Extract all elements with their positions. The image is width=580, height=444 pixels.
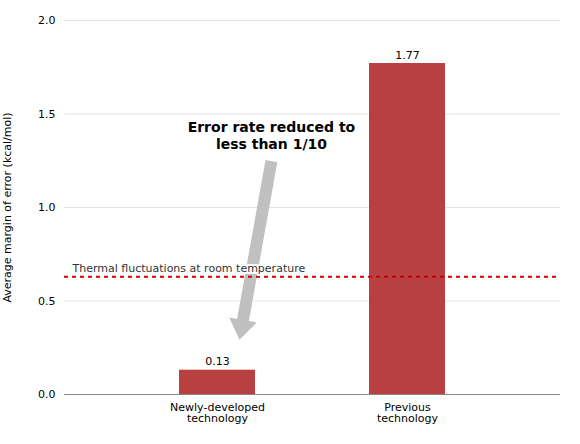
svg-text:1.77: 1.77 <box>395 49 420 62</box>
svg-text:0.5: 0.5 <box>38 295 56 308</box>
svg-text:1.0: 1.0 <box>38 201 56 214</box>
svg-text:0.0: 0.0 <box>38 388 56 401</box>
svg-text:1.5: 1.5 <box>38 108 56 121</box>
svg-text:Previoustechnology: Previoustechnology <box>377 401 439 425</box>
svg-text:Newly-developedtechnology: Newly-developedtechnology <box>170 401 265 425</box>
svg-text:Average margin of error (kcal/: Average margin of error (kcal/mol) <box>1 112 14 302</box>
svg-text:Thermal fluctuations at room t: Thermal fluctuations at room temperature <box>72 262 306 275</box>
svg-text:2.0: 2.0 <box>38 14 56 27</box>
svg-text:0.13: 0.13 <box>205 355 230 368</box>
svg-text:Error rate reduced toless than: Error rate reduced toless than 1/10 <box>188 119 356 152</box>
